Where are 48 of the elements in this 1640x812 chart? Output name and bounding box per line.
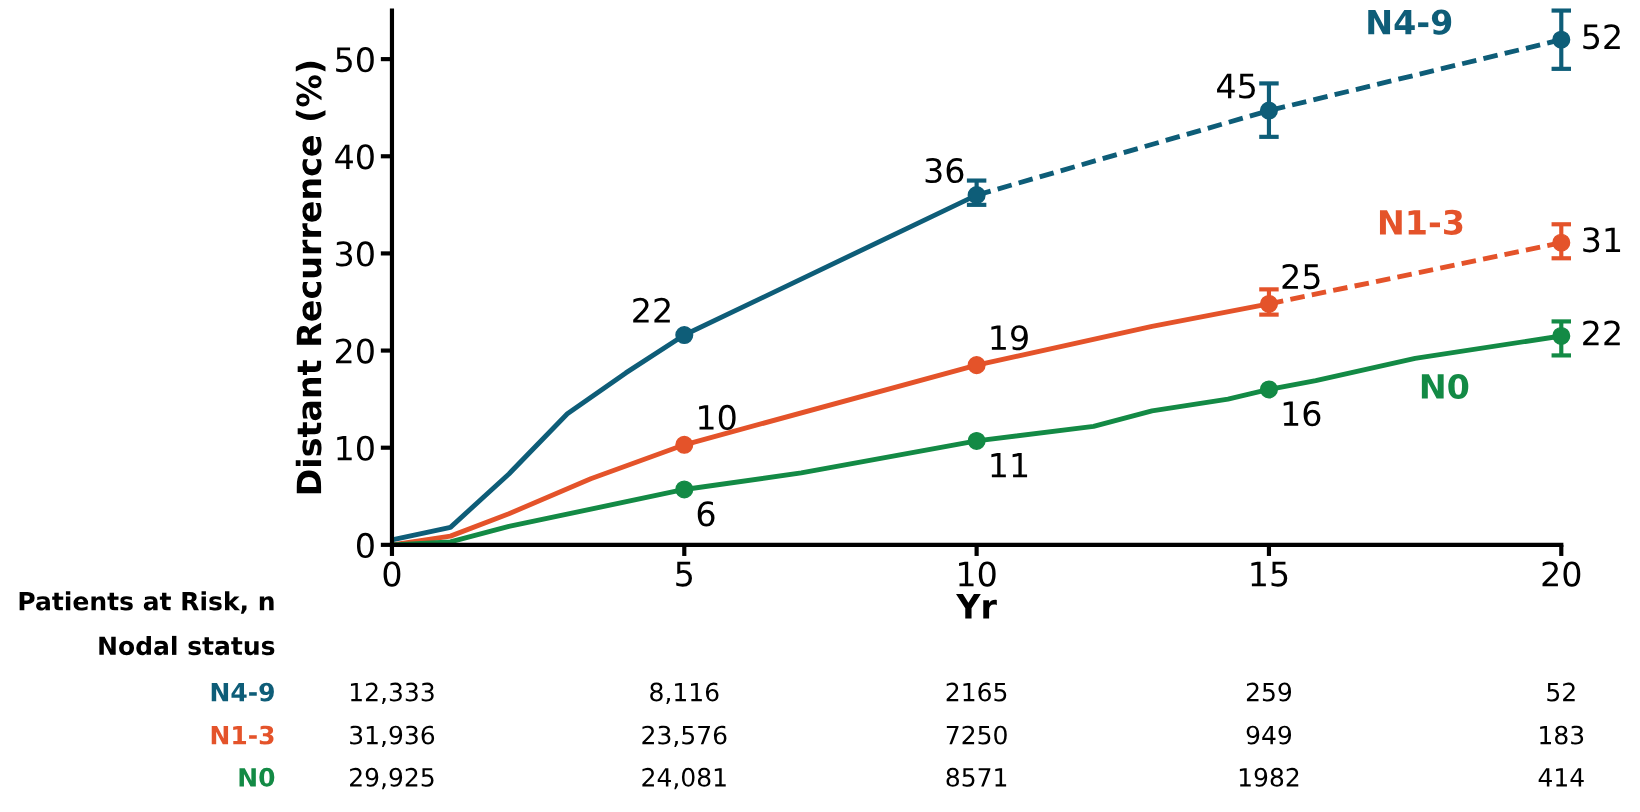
- text: 183: [1540, 725, 1584, 745]
- text: 52: [1547, 682, 1575, 702]
- data-label: 10: [699, 404, 736, 430]
- text: 259: [1246, 682, 1292, 702]
- data-label: 52: [1583, 24, 1620, 50]
- y-tick-label: 20: [336, 338, 374, 364]
- x-tick-label: 0: [383, 561, 401, 587]
- data-label: 25: [1282, 263, 1320, 290]
- data-label: 6: [697, 501, 715, 527]
- text: 8,116: [650, 682, 719, 705]
- text: 2165: [946, 682, 1007, 702]
- data-label: 11: [991, 453, 1028, 478]
- y-tick-label: 50: [336, 47, 374, 73]
- text: 7250: [946, 725, 1007, 745]
- series-label: N0: [1421, 373, 1469, 400]
- text: 414: [1538, 768, 1584, 787]
- text: N1-3: [1379, 209, 1463, 235]
- text: N0: [239, 767, 275, 787]
- text: 8571: [946, 767, 1007, 787]
- text: 29,925: [350, 767, 434, 790]
- text: 23,576: [642, 725, 727, 748]
- y-axis-title: Distant Recurrence (%): [295, 61, 326, 494]
- text: N1-3: [211, 725, 274, 745]
- data-label: 22: [1583, 320, 1620, 346]
- y-tick-label: 10: [337, 435, 374, 461]
- x-tick-label: 20: [1542, 561, 1581, 587]
- text: 1982: [1239, 767, 1299, 787]
- text: N4-9: [1368, 9, 1452, 35]
- text: 31,936: [350, 725, 435, 748]
- data-label: 36: [925, 157, 964, 184]
- data-label: 45: [1217, 73, 1255, 99]
- y-tick-label: 0: [356, 532, 374, 558]
- text: Patients at Risk, n: [19, 591, 274, 614]
- text: 949: [1246, 725, 1292, 745]
- text: Nodal status: [99, 635, 275, 656]
- data-label: 19: [991, 325, 1028, 351]
- y-tick-label: 40: [335, 144, 374, 170]
- data-label: 22: [633, 297, 670, 323]
- y-tick-label: 30: [336, 241, 374, 267]
- data-label: 16: [1283, 401, 1321, 427]
- x-tick-label: 15: [1251, 561, 1288, 587]
- text: 12,333: [350, 682, 434, 705]
- data-label: 31: [1583, 227, 1621, 253]
- text: N4-9: [211, 682, 274, 702]
- x-axis-title: Yr: [956, 594, 997, 619]
- x-tick-label: 5: [676, 561, 692, 587]
- text: 24,081: [642, 767, 726, 790]
- x-tick-label: 10: [959, 561, 996, 587]
